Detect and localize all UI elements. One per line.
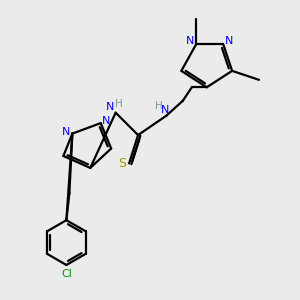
Text: N: N [102, 116, 110, 126]
Text: N: N [161, 105, 169, 115]
Text: N: N [61, 127, 70, 137]
Text: N: N [225, 36, 233, 46]
Text: H: H [155, 101, 163, 111]
Text: N: N [106, 102, 115, 112]
Text: N: N [186, 36, 194, 46]
Text: H: H [116, 99, 123, 109]
Text: S: S [118, 157, 127, 170]
Text: Cl: Cl [61, 269, 72, 279]
